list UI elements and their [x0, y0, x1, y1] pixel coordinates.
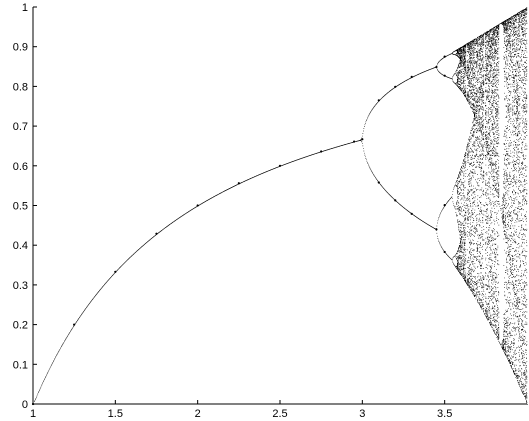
- data-point: [73, 323, 76, 326]
- y-tick-label: 0.2: [13, 320, 28, 332]
- y-tick-label: 1: [22, 2, 28, 14]
- y-tick-label: 0.6: [13, 161, 28, 173]
- x-tick-label: 1: [30, 408, 36, 420]
- data-point: [114, 270, 117, 273]
- x-axis-ticks: 1 1.5 2 2.5 3 3.5: [30, 400, 452, 420]
- x-tick-label: 1.5: [108, 408, 123, 420]
- y-axis-ticks: 0 0.1 0.2 0.3 0.4 0.5 0.6 0.7 0.8 0.9 1: [13, 2, 37, 411]
- y-tick-label: 0.3: [13, 280, 28, 292]
- y-tick-label: 0.7: [13, 121, 28, 133]
- axes-layer: [32, 7, 527, 405]
- data-point: [443, 204, 446, 207]
- y-tick-label: 0.8: [13, 81, 28, 93]
- y-tick-label: 0.5: [13, 201, 28, 213]
- y-tick-label: 0: [22, 399, 28, 411]
- bifurcation-point-cloud: [33, 7, 528, 405]
- y-tick-label: 0.1: [13, 359, 28, 371]
- x-tick-label: 2.5: [272, 408, 287, 420]
- x-tick-label: 3.5: [437, 408, 452, 420]
- y-tick-label: 0.4: [13, 240, 28, 252]
- data-point: [361, 138, 364, 141]
- x-tick-label: 2: [195, 408, 201, 420]
- x-tick-label: 3: [359, 408, 365, 420]
- y-tick-label: 0.9: [13, 42, 28, 54]
- data-points-layer: [31, 7, 528, 406]
